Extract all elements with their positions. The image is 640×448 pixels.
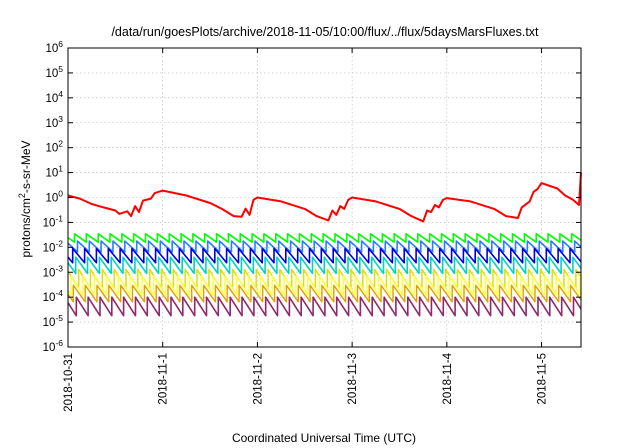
y-tick-label: 101 xyxy=(45,164,63,180)
y-tick-label: 104 xyxy=(45,89,63,105)
y-tick-label: 103 xyxy=(45,114,63,130)
flux-series-6 xyxy=(67,275,582,296)
flux-series-4 xyxy=(67,256,582,275)
plot-series xyxy=(67,172,582,317)
y-tick-label: 105 xyxy=(45,64,63,80)
y-tick-label: 10-5 xyxy=(43,313,64,329)
flux-series-red xyxy=(67,172,582,223)
flux-series-2 xyxy=(67,240,582,253)
x-axis-label: Coordinated Universal Time (UTC) xyxy=(232,431,416,445)
x-tick-label: 2018-11-3 xyxy=(347,353,359,405)
chart-title: /data/run/goesPlots/archive/2018-11-05/1… xyxy=(111,25,539,39)
x-axis-ticks: 2018-10-31 2018-11-1 2018-11-2 2018-11-3 201… xyxy=(63,48,549,412)
x-tick-label: 2018-11-1 xyxy=(158,353,170,405)
y-tick-label: 100 xyxy=(45,189,63,205)
y-tick-label: 10-1 xyxy=(43,213,64,229)
y-tick-label: 10-3 xyxy=(43,263,64,279)
flux-series-3 xyxy=(67,247,582,264)
y-tick-label: 10-2 xyxy=(43,238,64,254)
flux-series-7 xyxy=(67,284,582,303)
y-tick-label: 106 xyxy=(45,39,63,55)
y-axis-label: protons/cm2-s-sr-MeV xyxy=(17,140,33,257)
x-tick-label: 2018-11-4 xyxy=(442,352,454,404)
flux-series-8 xyxy=(67,296,582,317)
x-tick-label: 2018-10-31 xyxy=(63,353,75,412)
x-tick-label: 2018-11-5 xyxy=(537,353,549,405)
y-axis-ticks: 10-6 10-5 10-4 10-3 10-2 10-1 100 101 102 103 104 1… xyxy=(43,39,581,354)
x-tick-label: 2018-11-2 xyxy=(252,353,264,405)
y-tick-label: 102 xyxy=(45,139,63,155)
y-tick-label: 10-4 xyxy=(43,288,64,304)
flux-series-1 xyxy=(67,233,582,243)
y-tick-label: 10-6 xyxy=(43,338,64,354)
